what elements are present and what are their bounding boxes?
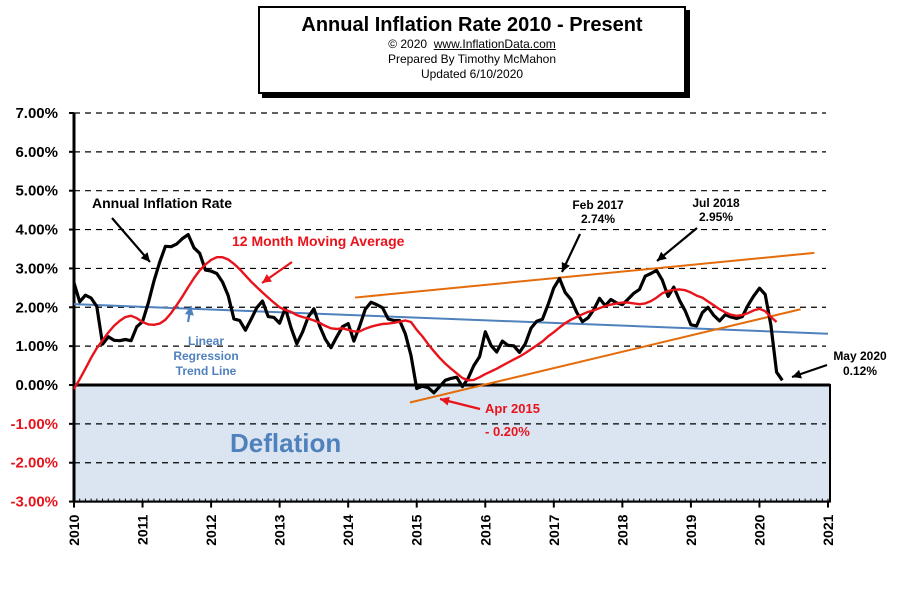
y-tick-label: 4.00% <box>15 222 58 239</box>
x-tick-label: 2015 <box>409 514 425 545</box>
y-tick-label: -3.00% <box>10 494 58 511</box>
x-tick-label: 2013 <box>272 514 288 545</box>
moving-average-line <box>72 256 778 390</box>
annotation-ma-label: 12 Month Moving Average <box>232 233 405 249</box>
annotation-trend-label-2: Regression <box>173 349 238 363</box>
x-tick-label: 2019 <box>683 514 699 545</box>
y-tick-label: 2.00% <box>15 299 58 316</box>
annotation-apr2015-1: Apr 2015 <box>485 401 540 416</box>
annual-inflation-line <box>72 233 784 395</box>
annotation-annual-label: Annual Inflation Rate <box>92 195 232 211</box>
annotation-jul2018-2: 2.95% <box>699 210 733 224</box>
arrow-jul2018-head <box>657 251 667 261</box>
y-tick-label: 5.00% <box>15 183 58 200</box>
arrow-feb2017-head <box>561 261 570 272</box>
arrow-ma-head <box>262 274 272 283</box>
annotation-trend-label-1: Linear <box>188 334 224 348</box>
arrow-annual-head <box>140 252 150 262</box>
x-tick-label: 2010 <box>66 514 82 545</box>
annotation-trend-label-3: Trend Line <box>176 364 237 378</box>
annotation-feb2017-1: Feb 2017 <box>572 198 624 212</box>
x-tick-label: 2011 <box>135 514 151 545</box>
arrow-trend-head <box>184 306 194 316</box>
x-tick-label: 2014 <box>340 514 356 545</box>
updated-date: Updated 6/10/2020 <box>420 67 524 81</box>
x-tick-label: 2017 <box>546 514 562 545</box>
x-tick-label: 2012 <box>203 514 219 545</box>
arrow-may2020-head <box>792 369 802 379</box>
trend-line <box>354 251 815 299</box>
copyright-line: © 2020 www.InflationData.com <box>260 37 684 52</box>
y-tick-label: 1.00% <box>15 338 58 355</box>
annotation-may2020-2: 0.12% <box>843 364 877 378</box>
deflation-label: Deflation <box>230 428 341 458</box>
title-box: Annual Inflation Rate 2010 - Present © 2… <box>258 6 686 94</box>
annotation-jul2018-1: Jul 2018 <box>692 196 740 210</box>
x-tick-label: 2021 <box>820 514 836 545</box>
prepared-by: Prepared By Timothy McMahon <box>387 52 557 66</box>
annotation-may2020-1: May 2020 <box>833 349 887 363</box>
arrow-apr2015-head <box>440 396 450 406</box>
x-tick-label: 2018 <box>614 514 630 545</box>
y-tick-label: 6.00% <box>15 144 58 161</box>
annotation-feb2017-2: 2.74% <box>581 212 615 226</box>
trend-line <box>73 303 829 335</box>
chart-title: Annual Inflation Rate 2010 - Present <box>301 14 643 36</box>
y-tick-label: 3.00% <box>15 260 58 277</box>
y-tick-label: 0.00% <box>15 377 58 394</box>
arrow-annual <box>111 217 151 263</box>
annotation-apr2015-2: - 0.20% <box>485 424 530 439</box>
deflation-region <box>73 384 831 503</box>
trend-line <box>409 308 801 404</box>
x-tick-label: 2016 <box>477 514 493 545</box>
x-tick-label: 2020 <box>751 514 767 545</box>
copyright: © 2020 <box>388 37 428 51</box>
y-tick-label: -2.00% <box>10 455 58 472</box>
y-tick-label: 7.00% <box>15 105 58 122</box>
y-tick-label: -1.00% <box>10 416 58 433</box>
website-link[interactable]: www.InflationData.com <box>433 37 556 51</box>
